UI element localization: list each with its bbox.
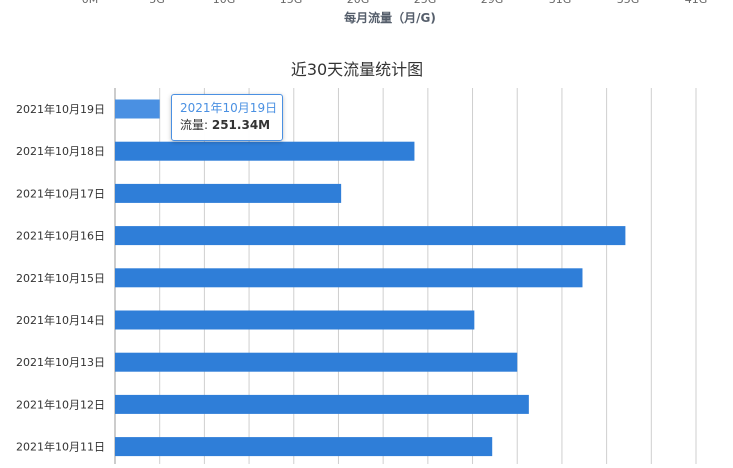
tooltip-value: 251.34M [211, 118, 271, 132]
bars [115, 99, 626, 457]
category-label: 2021年10月16日 [16, 229, 105, 243]
top-tick-label: 35G [617, 0, 640, 6]
category-label: 2021年10月12日 [16, 397, 105, 411]
category-label: 2021年10月18日 [16, 144, 105, 158]
category-label: 2021年10月17日 [16, 186, 105, 200]
top-tick-label: 0M [82, 0, 99, 6]
bar[interactable] [115, 141, 415, 161]
top-chart-x-axis-label: 每月流量（月/G) [344, 10, 436, 25]
top-tick-label: 25G [414, 0, 437, 6]
bar[interactable] [115, 437, 493, 457]
top-chart-tick-labels: 0M 5G 10G 15G 20G 25G 29G 31G 35G 41G [82, 0, 708, 6]
bar[interactable] [115, 352, 518, 372]
top-tick-label: 31G [549, 0, 572, 6]
bar[interactable] [115, 268, 583, 288]
category-labels: 2021年10月19日 2021年10月18日 2021年10月17日 2021年10… [16, 102, 105, 454]
bar[interactable] [115, 394, 529, 414]
top-tick-label: 29G [481, 0, 504, 6]
chart-title: 近30天流量统计图 [291, 60, 423, 79]
top-tick-label: 20G [347, 0, 370, 6]
top-tick-label: 10G [213, 0, 236, 6]
bar[interactable] [115, 183, 342, 203]
top-tick-label: 5G [149, 0, 165, 6]
category-label: 2021年10月14日 [16, 313, 105, 327]
category-label: 2021年10月19日 [16, 102, 105, 116]
top-tick-label: 41G [685, 0, 708, 6]
bar[interactable] [115, 99, 160, 119]
bar[interactable] [115, 310, 475, 330]
top-tick-label: 15G [280, 0, 303, 6]
tooltip-date: 2021年10月19日 [180, 101, 278, 115]
category-label: 2021年10月11日 [16, 440, 105, 454]
bar[interactable] [115, 226, 626, 246]
tooltip-row: 流量: 251.34M [180, 117, 274, 134]
category-label: 2021年10月13日 [16, 355, 105, 369]
category-label: 2021年10月15日 [16, 271, 105, 285]
tooltip-label: 流量: [180, 118, 212, 132]
bar-tooltip: 2021年10月19日 流量: 251.34M [171, 94, 283, 141]
